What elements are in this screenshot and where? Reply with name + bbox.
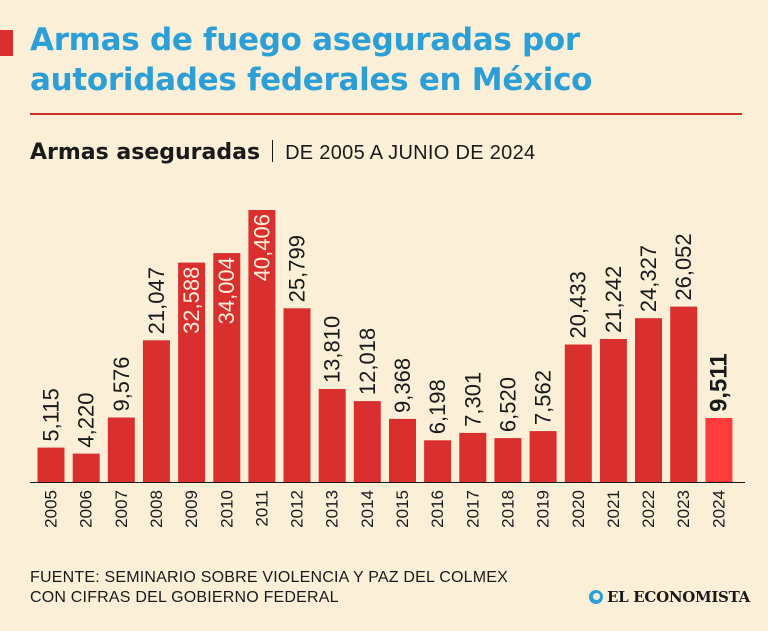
value-label-2015: 9,368 bbox=[390, 358, 415, 413]
value-label-2017: 7,301 bbox=[460, 372, 485, 427]
bar-2011 bbox=[248, 210, 276, 482]
source-line-1: FUENTE: SEMINARIO SOBRE VIOLENCIA Y PAZ … bbox=[30, 569, 508, 586]
x-tick-2011: 2011 bbox=[252, 490, 271, 527]
x-tick-2022: 2022 bbox=[639, 490, 658, 528]
value-label-2019: 7,562 bbox=[531, 370, 556, 425]
bar-2009 bbox=[178, 262, 206, 482]
bar-2013 bbox=[318, 389, 346, 482]
x-tick-2014: 2014 bbox=[358, 490, 377, 528]
x-tick-2016: 2016 bbox=[428, 490, 447, 528]
x-tick-2019: 2019 bbox=[534, 490, 553, 528]
value-label-2012: 25,799 bbox=[285, 235, 310, 302]
x-tick-2006: 2006 bbox=[77, 490, 96, 528]
bar-2023 bbox=[670, 306, 698, 482]
x-tick-2023: 2023 bbox=[674, 490, 693, 528]
brand-logo: EL ECONOMISTA bbox=[589, 588, 750, 606]
bar-2019 bbox=[529, 431, 557, 482]
value-label-2022: 24,327 bbox=[636, 245, 661, 312]
title-accent-bar bbox=[0, 30, 13, 56]
brand-name: EL ECONOMISTA bbox=[607, 588, 750, 606]
value-label-2021: 21,242 bbox=[601, 266, 626, 333]
bar-2006 bbox=[72, 453, 100, 482]
x-tick-2015: 2015 bbox=[393, 490, 412, 528]
value-label-2016: 6,198 bbox=[425, 379, 450, 434]
source-note: FUENTE: SEMINARIO SOBRE VIOLENCIA Y PAZ … bbox=[30, 568, 508, 608]
subtitle-separator bbox=[272, 140, 274, 162]
value-label-2005: 5,115 bbox=[39, 388, 64, 441]
bar-2008 bbox=[142, 340, 170, 482]
x-tick-2010: 2010 bbox=[217, 490, 236, 528]
x-tick-2020: 2020 bbox=[569, 490, 588, 528]
bar-2024 bbox=[705, 418, 733, 482]
bar-2021 bbox=[599, 339, 627, 482]
value-label-2020: 20,433 bbox=[566, 271, 591, 338]
bar-2014 bbox=[353, 401, 381, 482]
chart-subtitle: Armas aseguradas DE 2005 A JUNIO DE 2024 bbox=[30, 138, 535, 167]
value-label-2010: 34,004 bbox=[214, 257, 239, 324]
x-tick-2013: 2013 bbox=[323, 490, 342, 528]
value-label-2023: 26,052 bbox=[671, 233, 696, 300]
x-tick-2024: 2024 bbox=[709, 490, 728, 528]
value-label-2006: 4,220 bbox=[74, 393, 99, 448]
bar-2012 bbox=[283, 308, 311, 482]
x-tick-2007: 2007 bbox=[112, 490, 131, 528]
brand-logo-icon bbox=[589, 590, 603, 604]
bar-2022 bbox=[635, 318, 662, 482]
value-label-2008: 21,047 bbox=[144, 267, 169, 334]
title-divider bbox=[30, 113, 742, 115]
bar-2005 bbox=[37, 447, 65, 482]
bar-2016 bbox=[424, 440, 452, 482]
x-tick-2008: 2008 bbox=[147, 490, 166, 528]
subtitle-range: DE 2005 A JUNIO DE 2024 bbox=[285, 142, 536, 164]
value-label-2011: 40,406 bbox=[249, 214, 274, 281]
bar-2007 bbox=[107, 417, 135, 482]
bar-2018 bbox=[494, 438, 522, 482]
subtitle-main: Armas aseguradas bbox=[30, 140, 261, 165]
x-tick-2021: 2021 bbox=[604, 490, 623, 528]
value-label-2007: 9,576 bbox=[109, 356, 134, 411]
value-label-2014: 12,018 bbox=[355, 328, 380, 395]
value-label-2013: 13,810 bbox=[320, 316, 345, 383]
bar-2015 bbox=[389, 418, 416, 482]
value-label-2018: 6,520 bbox=[495, 377, 520, 432]
x-tick-2009: 2009 bbox=[182, 490, 201, 528]
x-tick-2018: 2018 bbox=[498, 490, 517, 528]
value-label-2009: 32,588 bbox=[179, 267, 204, 334]
x-tick-2005: 2005 bbox=[42, 490, 61, 528]
bar-2010 bbox=[213, 253, 241, 482]
value-label-2024: 9,511 bbox=[705, 353, 732, 412]
x-tick-2017: 2017 bbox=[463, 490, 482, 528]
source-line-2: CON CIFRAS DEL GOBIERNO FEDERAL bbox=[30, 589, 339, 606]
page-title: Armas de fuego aseguradas por autoridade… bbox=[30, 22, 593, 98]
bar-2020 bbox=[564, 344, 592, 482]
bar-2017 bbox=[459, 432, 487, 482]
x-tick-2012: 2012 bbox=[288, 490, 307, 528]
